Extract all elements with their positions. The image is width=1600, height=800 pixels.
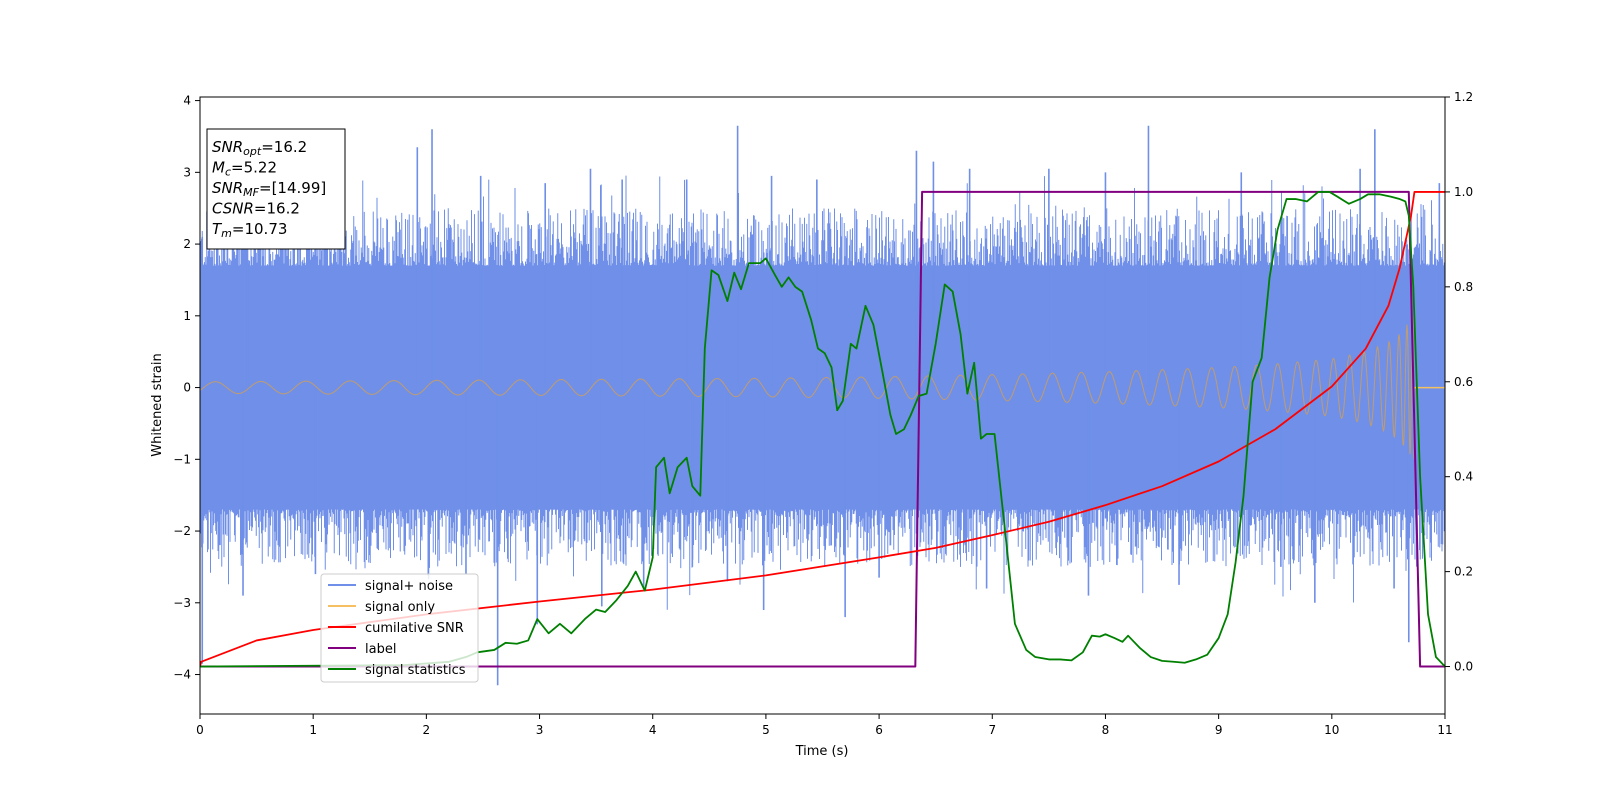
info-value: =5.22 [231, 159, 277, 177]
legend: signal+ noise signal only cumilative SNR la… [320, 573, 479, 683]
legend-label: cumilative SNR [365, 621, 464, 636]
info-value: =10.73 [232, 220, 288, 238]
y-left-tick-label: −1 [173, 452, 191, 466]
x-tick-label: 3 [536, 723, 544, 737]
x-tick-label: 6 [875, 723, 883, 737]
legend-label: label [365, 642, 396, 657]
signal-only-line [200, 316, 1445, 459]
info-symbol: CSNR [212, 200, 254, 218]
legend-label: signal statistics [365, 663, 466, 678]
y-right-tick-label: 0.4 [1454, 470, 1473, 484]
info-line: SNRopt=16.2 [212, 138, 307, 158]
info-value: =[14.99] [259, 179, 326, 197]
info-subscript: MF [243, 186, 259, 199]
info-subscript: m [221, 227, 232, 240]
plot-frame [199, 96, 1446, 715]
legend-label: signal only [365, 600, 435, 615]
y-right-tick-label: 0.0 [1454, 660, 1473, 674]
noise-trace [200, 164, 1445, 610]
info-symbol: M [212, 159, 225, 177]
x-tick-label: 1 [309, 723, 317, 737]
x-tick-label: 4 [649, 723, 657, 737]
y-right-tick-label: 1.2 [1454, 90, 1473, 104]
info-line: CSNR=16.2 [212, 200, 300, 218]
x-axis: 0 1 2 3 4 5 6 7 8 9 10 11 [196, 714, 1453, 737]
signal-only-series [200, 316, 1445, 459]
x-tick-label: 2 [423, 723, 431, 737]
info-box: SNRopt=16.2Mc=5.22SNRMF=[14.99]CSNR=16.2… [206, 128, 346, 250]
info-line: SNRMF=[14.99] [212, 179, 326, 199]
legend-frame [320, 573, 479, 683]
info-box-frame [206, 128, 346, 250]
label-line [200, 190, 1445, 668]
signal-statistics-line [200, 191, 1445, 668]
info-line: Tm=10.73 [212, 220, 287, 240]
y-right-tick-label: 0.2 [1454, 565, 1473, 579]
info-symbol: SNR [212, 179, 243, 197]
y-right-tick-label: 0.8 [1454, 280, 1473, 294]
info-value: =16.2 [261, 138, 307, 156]
y-left-tick-label: −2 [173, 524, 191, 538]
info-subscript: opt [243, 145, 262, 158]
y-right-tick-label: 1.0 [1454, 185, 1473, 199]
info-symbol: SNR [212, 138, 243, 156]
x-tick-label: 7 [988, 723, 996, 737]
x-tick-label: 11 [1437, 723, 1452, 737]
y-left-tick-label: 2 [183, 237, 191, 251]
y-axis-right: 0.0 0.2 0.4 0.6 0.8 1.0 1.2 [1445, 90, 1473, 674]
y-left-tick-label: 1 [183, 309, 191, 323]
info-line: Mc=5.22 [212, 159, 277, 179]
x-tick-label: 8 [1102, 723, 1110, 737]
y-left-tick-label: 0 [183, 381, 191, 395]
signal-noise-series [200, 125, 1445, 686]
x-tick-label: 9 [1215, 723, 1223, 737]
legend-label: signal+ noise [365, 579, 453, 594]
y-right-tick-label: 0.6 [1454, 375, 1473, 389]
x-axis-label: Time (s) [795, 744, 849, 759]
info-symbol: T [212, 220, 223, 238]
y-left-tick-label: −3 [173, 596, 191, 610]
info-value: =16.2 [254, 200, 300, 218]
x-tick-label: 10 [1324, 723, 1339, 737]
info-subscript: c [225, 166, 231, 179]
x-tick-label: 0 [196, 723, 204, 737]
y-left-tick-label: −4 [173, 668, 191, 682]
y-axis-label: Whitened strain [150, 353, 165, 456]
y-axis-left: −4 −3 −2 −1 0 1 2 3 4 [173, 94, 200, 682]
y-left-tick-label: 3 [183, 165, 191, 179]
y-left-tick-label: 4 [183, 94, 191, 108]
x-tick-label: 5 [762, 723, 770, 737]
